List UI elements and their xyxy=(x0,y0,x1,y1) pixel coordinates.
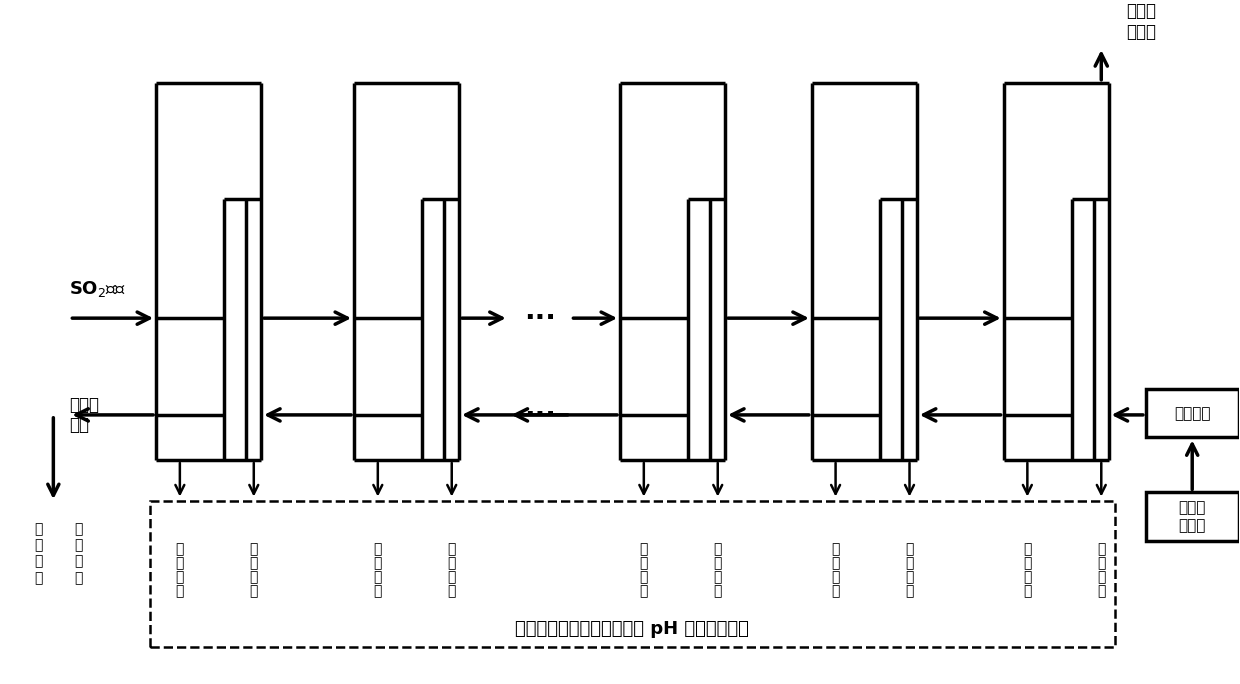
Text: 脱
硫
浆
液: 脱 硫 浆 液 xyxy=(1097,542,1106,598)
Text: 制
电
解
锰: 制 电 解 锰 xyxy=(35,523,42,585)
Text: 硫酸锰
溶液: 硫酸锰 溶液 xyxy=(69,395,99,434)
Text: 调节各级塔段内脱硫浆液的 pH 值及锰铁比例: 调节各级塔段内脱硫浆液的 pH 值及锰铁比例 xyxy=(516,620,749,638)
Text: SO$_2$烟气: SO$_2$烟气 xyxy=(69,279,126,299)
Text: 脱
硫
浆
液: 脱 硫 浆 液 xyxy=(249,542,258,598)
Text: 分
级
进
料: 分 级 进 料 xyxy=(640,542,649,598)
Bar xyxy=(150,501,1115,647)
Text: 分
级
进
料: 分 级 进 料 xyxy=(373,542,382,598)
Text: 脱
硫
浆
液: 脱 硫 浆 液 xyxy=(905,542,914,598)
Text: 制
硫
酸
锰: 制 硫 酸 锰 xyxy=(74,523,82,585)
Text: 分
级
进
料: 分 级 进 料 xyxy=(1023,542,1032,598)
Text: 碳酸锰
矿配料: 碳酸锰 矿配料 xyxy=(1178,500,1207,533)
Text: 脱硫浆液: 脱硫浆液 xyxy=(1174,406,1210,421)
Text: 烟气达
标排放: 烟气达 标排放 xyxy=(1126,2,1156,41)
Text: 分
级
进
料: 分 级 进 料 xyxy=(831,542,839,598)
Text: 分
级
进
料: 分 级 进 料 xyxy=(176,542,184,598)
Text: ···: ··· xyxy=(523,401,556,429)
Bar xyxy=(1146,389,1239,438)
Text: 脱
硫
浆
液: 脱 硫 浆 液 xyxy=(448,542,456,598)
Text: 脱
硫
浆
液: 脱 硫 浆 液 xyxy=(713,542,722,598)
Bar xyxy=(1146,492,1239,540)
Text: ···: ··· xyxy=(523,304,556,332)
